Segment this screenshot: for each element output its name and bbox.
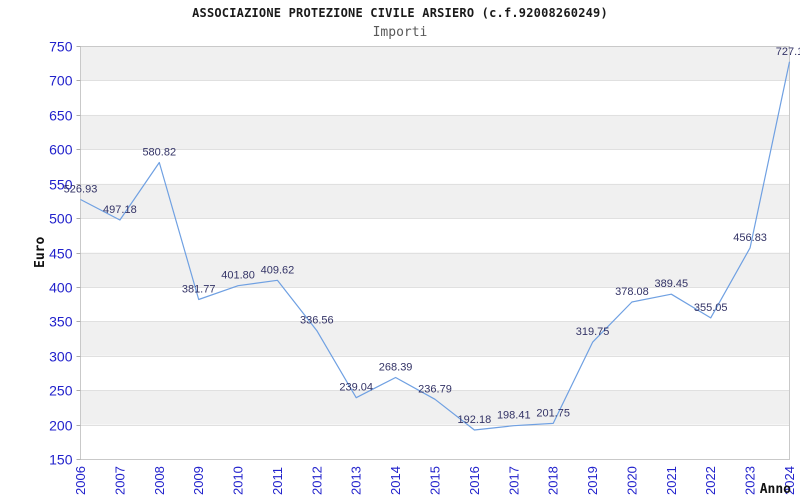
x-tick-label: 2018 (546, 466, 561, 495)
y-tick-label: 600 (49, 142, 73, 158)
y-tick-label: 750 (49, 39, 73, 55)
point-label: 497.18 (103, 204, 137, 216)
point-label: 268.39 (379, 362, 413, 374)
plot-band-gray (80, 321, 790, 356)
x-tick-label: 2010 (231, 466, 246, 495)
point-label: 401.80 (221, 270, 255, 282)
y-tick-label: 250 (49, 383, 73, 399)
x-tick-label: 2008 (152, 466, 167, 495)
plot-band-gray (80, 252, 790, 287)
point-label: 355.05 (694, 302, 728, 314)
point-label: 727.1 (776, 46, 800, 58)
x-tick-label: 2012 (309, 466, 324, 495)
point-label: 378.08 (615, 286, 649, 298)
point-label: 381.77 (182, 283, 216, 295)
x-tick-label: 2014 (388, 466, 403, 495)
point-label: 236.79 (418, 383, 452, 395)
point-label: 319.75 (576, 326, 610, 338)
x-tick-label: 2017 (506, 466, 521, 495)
x-tick-label: 2009 (191, 466, 206, 495)
x-tick-label: 2022 (703, 466, 718, 495)
plot-band-white (80, 80, 790, 115)
y-tick-label: 150 (49, 452, 73, 468)
y-tick-label: 700 (49, 73, 73, 89)
plot-band-white (80, 286, 790, 322)
point-label: 409.62 (261, 264, 295, 276)
point-label: 336.56 (300, 315, 334, 327)
x-tick-label: 2024 (782, 466, 797, 495)
series-line (80, 61, 791, 431)
x-tick-label: 2015 (428, 466, 443, 495)
x-tick-label: 2016 (467, 466, 482, 495)
y-axis-title: Euro (33, 237, 48, 268)
x-tick-label: 2023 (743, 466, 758, 495)
plot-band-gray (80, 114, 790, 150)
x-axis-title: Anno (760, 482, 791, 497)
x-tick-label: 2019 (585, 466, 600, 495)
y-tick-label: 500 (49, 211, 73, 227)
plot-band-gray (80, 46, 790, 81)
point-label: 192.18 (458, 414, 492, 426)
point-label: 239.04 (339, 382, 373, 394)
y-tick-label: 450 (49, 246, 73, 262)
x-tick-label: 2020 (624, 466, 639, 495)
y-tick-label: 650 (49, 108, 73, 124)
y-tick-label: 200 (49, 418, 73, 434)
y-tick-label: 400 (49, 280, 73, 296)
x-tick-label: 2021 (664, 466, 679, 495)
x-tick-label: 2006 (73, 466, 88, 495)
chart-title: ASSOCIAZIONE PROTEZIONE CIVILE ARSIERO (… (192, 6, 608, 20)
chart-subtitle: Importi (372, 25, 428, 40)
plot-band-gray (80, 390, 790, 425)
point-label: 456.83 (733, 232, 767, 244)
point-label: 580.82 (142, 146, 176, 158)
point-label: 201.75 (536, 407, 570, 419)
x-tick-label: 2007 (112, 466, 127, 495)
y-tick-label: 300 (49, 349, 73, 365)
point-label: 389.45 (655, 278, 689, 290)
point-label: 526.93 (64, 184, 98, 196)
y-tick-label: 550 (49, 177, 73, 193)
plot-band-gray (80, 183, 790, 219)
x-tick-label: 2013 (349, 466, 364, 495)
plot-band-white (80, 149, 790, 184)
point-label: 198.41 (497, 410, 531, 422)
plot-band-white (80, 424, 790, 459)
plot-band-white (80, 218, 790, 253)
x-tick-label: 2011 (270, 467, 285, 495)
plot-band-white (80, 355, 790, 391)
y-tick-label: 350 (49, 314, 73, 330)
